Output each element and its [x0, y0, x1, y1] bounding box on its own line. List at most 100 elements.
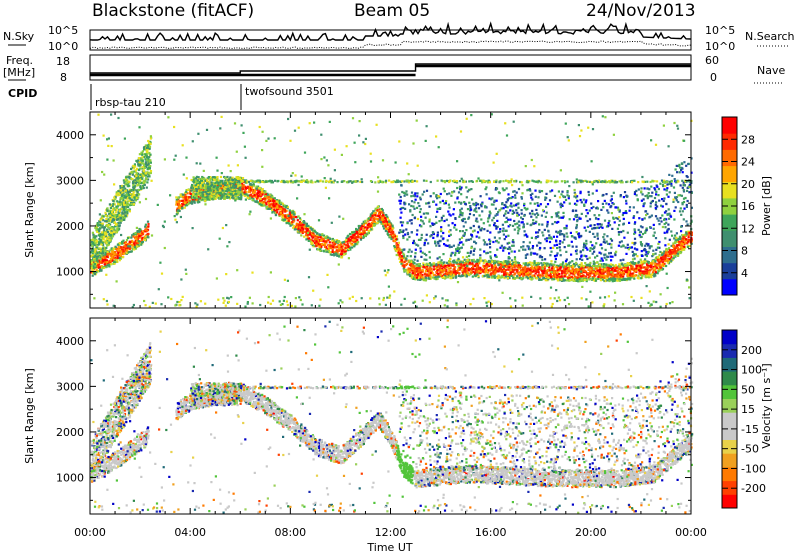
heatmap-cell [331, 237, 334, 241]
heatmap-cell [460, 263, 463, 266]
heatmap-cell [526, 267, 529, 270]
heatmap-cell [528, 275, 531, 278]
heatmap-cell [98, 266, 101, 269]
heatmap-cell [574, 275, 577, 278]
heatmap-cell [381, 218, 384, 221]
heatmap-cell [324, 236, 327, 239]
heatmap-cell [566, 263, 569, 266]
heatmap-cell [397, 245, 400, 248]
heatmap-cell [452, 244, 455, 247]
heatmap-cell [461, 214, 464, 217]
heatmap-cell [189, 201, 192, 204]
heatmap-cell [569, 278, 572, 281]
heatmap-cell [658, 199, 661, 202]
heatmap-cell [444, 272, 447, 275]
heatmap-cell [275, 199, 278, 202]
heatmap-cell [146, 235, 149, 238]
heatmap-cell [300, 234, 303, 237]
heatmap-cell [640, 264, 643, 267]
heatmap-cell [393, 239, 396, 242]
heatmap-cell [524, 256, 527, 259]
heatmap-cell [580, 268, 583, 271]
heatmap-cell [422, 264, 425, 267]
heatmap-cell [411, 269, 414, 272]
heatmap-cell [564, 260, 568, 263]
heatmap-cell [400, 259, 403, 262]
heatmap-cell [414, 267, 417, 270]
heatmap-cell [276, 208, 279, 211]
heatmap-cell [437, 275, 440, 278]
heatmap-cell [131, 243, 134, 246]
heatmap-cell [365, 228, 368, 231]
heatmap-cell [342, 245, 345, 248]
heatmap-cell [270, 202, 273, 205]
heatmap-cell [349, 248, 352, 251]
heatmap-cell [178, 209, 181, 213]
heatmap-cell [133, 244, 137, 247]
heatmap-cell [617, 276, 620, 279]
heatmap-cell [614, 275, 617, 278]
heatmap-cell [620, 245, 623, 248]
heatmap-cell [243, 191, 246, 194]
heatmap-cell [531, 247, 534, 250]
heatmap-cell [583, 278, 586, 281]
heatmap-cell [619, 276, 622, 280]
heatmap-cell [405, 263, 408, 266]
heatmap-cell [447, 203, 450, 206]
heatmap-cell [458, 268, 461, 271]
heatmap-cell [663, 188, 666, 191]
heatmap-cell [384, 229, 387, 233]
heatmap-cell [318, 245, 321, 248]
heatmap-cell [388, 223, 391, 226]
heatmap-cell [285, 214, 288, 217]
heatmap-cell [553, 264, 556, 267]
heatmap-cell [252, 184, 255, 187]
heatmap-cell [622, 217, 625, 220]
heatmap-cell [380, 214, 383, 218]
heatmap-cell [492, 272, 495, 276]
heatmap-cell [539, 275, 542, 278]
heatmap-cell [588, 263, 591, 267]
heatmap-cell [279, 207, 282, 210]
heatmap-cell [115, 248, 118, 251]
heatmap-cell [96, 263, 99, 266]
heatmap-cell [390, 228, 393, 232]
heatmap-cell [622, 266, 625, 269]
heatmap-cell [619, 259, 622, 262]
heatmap-cell [373, 213, 376, 216]
heatmap-cell [386, 217, 389, 220]
heatmap-cell [548, 199, 552, 202]
heatmap-cell [628, 263, 632, 266]
heatmap-cell [279, 211, 282, 214]
heatmap-cell [329, 253, 332, 256]
heatmap-cell [650, 275, 653, 279]
heatmap-cell [578, 277, 581, 281]
heatmap-cell [341, 252, 344, 255]
heatmap-cell [100, 269, 103, 272]
heatmap-cell [665, 251, 668, 254]
heatmap-cell [414, 192, 417, 195]
heatmap-cell [470, 271, 473, 274]
heatmap-cell [312, 245, 315, 248]
freq-label-2: [MHz] [3, 66, 35, 79]
heatmap-cell [113, 250, 116, 254]
heatmap-cell [307, 226, 310, 229]
heatmap-cell [302, 223, 305, 226]
heatmap-cell [353, 230, 356, 233]
heatmap-cell [488, 260, 492, 263]
heatmap-cell [387, 226, 390, 229]
heatmap-cell [584, 275, 587, 278]
heatmap-cell [337, 240, 341, 243]
heatmap-cell [593, 274, 596, 277]
heatmap-cell [644, 244, 647, 247]
heatmap-cell [573, 264, 577, 267]
heatmap-cell [420, 215, 423, 218]
heatmap-cell [519, 273, 523, 276]
heatmap-cell [182, 195, 185, 198]
heatmap-cell [113, 252, 116, 255]
heatmap-cell [602, 263, 606, 266]
heatmap-cell [511, 266, 514, 270]
heatmap-cell [536, 204, 540, 207]
heatmap-cell [265, 195, 268, 198]
heatmap-cell [447, 274, 450, 277]
